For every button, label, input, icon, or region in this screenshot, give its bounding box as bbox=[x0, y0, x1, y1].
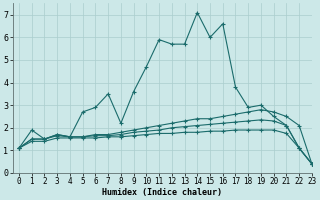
X-axis label: Humidex (Indice chaleur): Humidex (Indice chaleur) bbox=[102, 188, 222, 197]
